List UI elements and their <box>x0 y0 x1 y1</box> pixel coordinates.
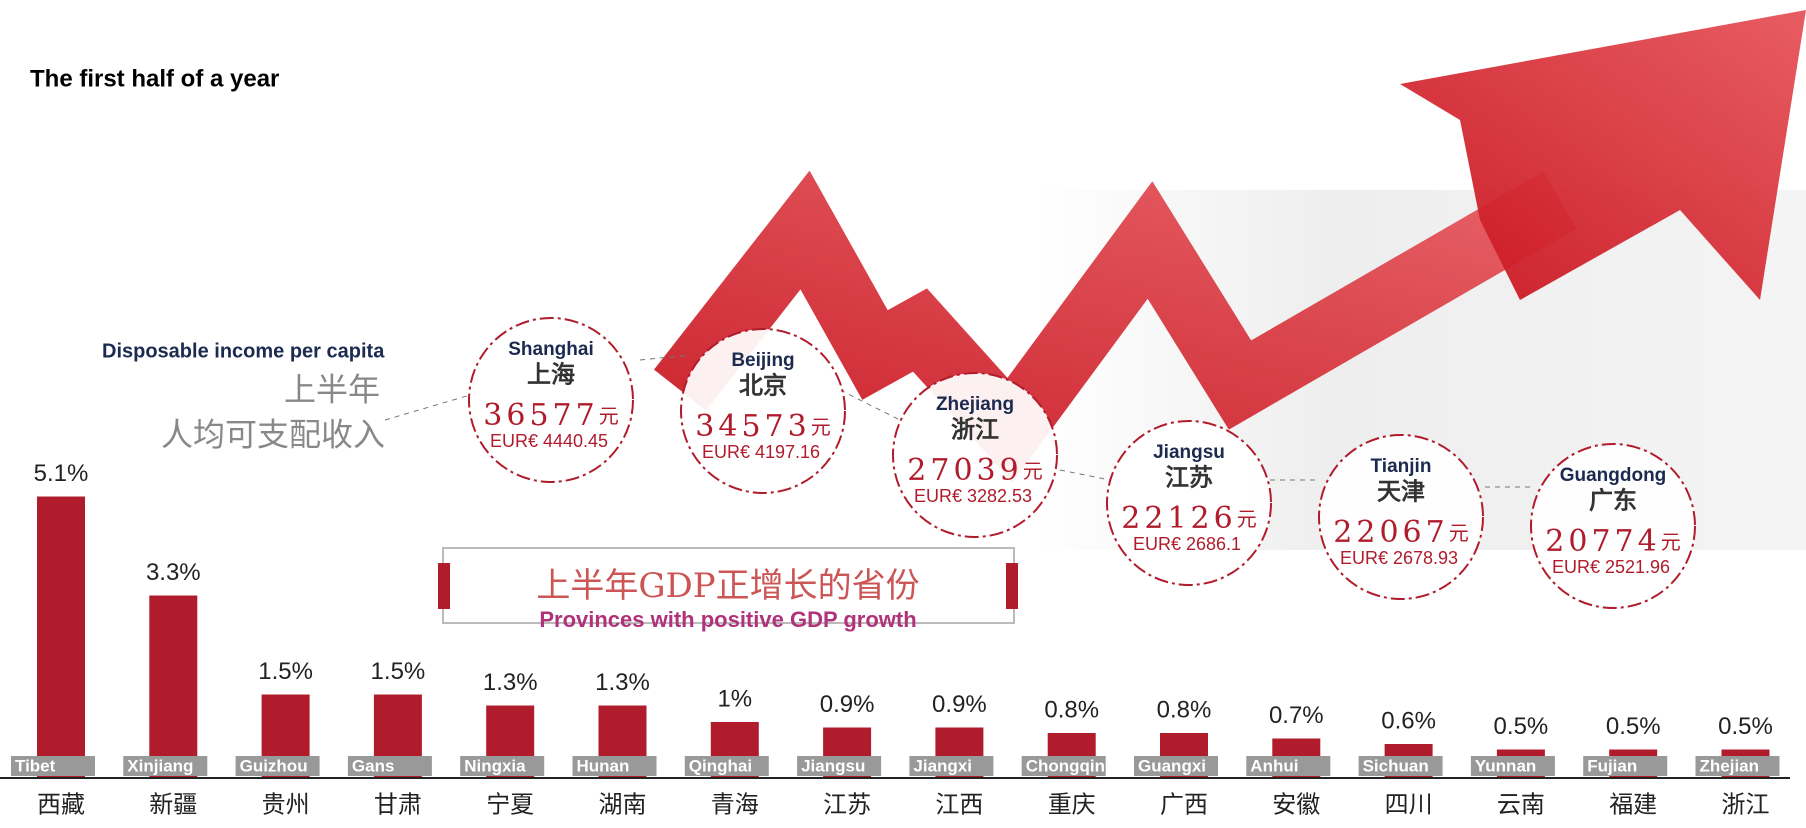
city-en: Zhejiang <box>936 394 1014 415</box>
tag: Chongqing <box>1026 756 1116 775</box>
value-label: 0.5% <box>1718 713 1773 740</box>
x-tick-label: 四川 <box>1385 791 1433 818</box>
city-cn: 北京 <box>739 371 787 399</box>
value-label: 1.3% <box>595 669 650 696</box>
x-tick-label: 湖南 <box>599 791 647 818</box>
income-value: 34573 <box>695 409 810 444</box>
value-label: 0.6% <box>1381 707 1436 734</box>
city-en: Shanghai <box>508 339 594 360</box>
city-eur: EUR€ 3282.53 <box>914 486 1032 506</box>
value-label: 0.8% <box>1157 696 1212 723</box>
city-en: Jiangsu <box>1153 442 1225 463</box>
bar <box>149 596 197 778</box>
tag: Qinghai <box>689 756 752 775</box>
tag: Yunnan <box>1475 756 1536 775</box>
x-tick-label: 云南 <box>1497 791 1545 818</box>
city-en: Guangdong <box>1560 465 1667 486</box>
x-tick-label: 安徽 <box>1272 791 1320 818</box>
city-cn: 浙江 <box>951 416 999 443</box>
income-unit: 元 <box>811 415 831 439</box>
city-eur: EUR€ 2678.93 <box>1340 548 1458 568</box>
city-eur: EUR€ 2686.1 <box>1133 534 1241 554</box>
value-label: 1.5% <box>371 658 426 685</box>
city-cn: 广东 <box>1589 486 1637 514</box>
tag: Sichuan <box>1363 756 1429 775</box>
tag: Ningxia <box>464 756 526 775</box>
tag: Guangxi <box>1138 756 1206 775</box>
x-tick-label: 浙江 <box>1722 791 1770 818</box>
city-income: 34573元 <box>695 409 830 444</box>
city-income: 20774元 <box>1545 524 1680 559</box>
tag: Gans <box>352 756 395 775</box>
value-label: 0.9% <box>932 691 987 718</box>
x-tick-label: 江西 <box>935 791 983 818</box>
box-accent <box>438 563 450 609</box>
income-unit: 元 <box>1661 530 1681 554</box>
income-heading: Disposable income per capita <box>102 340 385 362</box>
value-label: 3.3% <box>146 559 201 586</box>
income-unit: 元 <box>1237 507 1257 531</box>
box-accent <box>1006 563 1018 609</box>
city-cn: 天津 <box>1377 478 1425 505</box>
x-tick-label: 甘肃 <box>374 791 422 818</box>
x-tick-label: 广西 <box>1160 791 1208 818</box>
income-value: 36577 <box>483 398 598 433</box>
value-label: 1% <box>717 685 752 712</box>
tag: Guizhou <box>240 756 308 775</box>
city-en: Tianjin <box>1371 456 1432 477</box>
value-label: 0.5% <box>1494 713 1549 740</box>
tag: Jiangxi <box>913 756 972 775</box>
x-tick-label: 青海 <box>711 791 759 818</box>
tag: Anhui <box>1250 756 1298 775</box>
city-eur: EUR€ 4197.16 <box>702 442 820 462</box>
x-tick-label: 重庆 <box>1048 791 1096 818</box>
tag: Fujian <box>1587 756 1637 775</box>
city-cn: 上海 <box>527 360 575 388</box>
x-tick-label: 贵州 <box>262 791 310 818</box>
value-label: 0.7% <box>1269 702 1324 729</box>
tag: Hunan <box>577 756 630 775</box>
income-value: 22126 <box>1121 501 1236 536</box>
city-income: 22126元 <box>1121 501 1256 536</box>
x-tick-label: 江苏 <box>823 791 871 818</box>
x-tick-label: 宁夏 <box>486 791 534 818</box>
city-eur: EUR€ 2521.96 <box>1552 557 1670 577</box>
income-value: 20774 <box>1545 524 1660 559</box>
x-tick-label: 新疆 <box>149 791 197 818</box>
page: {"title":"The first half of a year", "in… <box>0 0 1806 823</box>
tag: Zhejian <box>1700 756 1760 775</box>
income-unit: 元 <box>599 404 619 428</box>
x-tick-label: 西藏 <box>37 791 85 818</box>
income-unit: 元 <box>1023 459 1043 483</box>
value-label: 0.5% <box>1606 713 1661 740</box>
chart-title: 上半年GDP正增长的省份 <box>536 566 919 606</box>
infographic: The first half of a year Disposable inco… <box>0 0 1806 823</box>
value-label: 1.5% <box>258 658 313 685</box>
city-en: Beijing <box>731 350 794 371</box>
city-income: 36577元 <box>483 398 618 433</box>
city-income: 22067元 <box>1333 515 1468 550</box>
title: The first half of a year <box>30 65 279 92</box>
income-heading-cn: 人均可支配收入 <box>161 416 385 454</box>
value-label: 0.8% <box>1044 696 1099 723</box>
city-eur: EUR€ 4440.45 <box>490 431 608 451</box>
tag: Xinjiang <box>127 756 193 775</box>
chart-subtitle: Provinces with positive GDP growth <box>539 607 916 632</box>
value-label: 0.9% <box>820 691 875 718</box>
tag: Jiangsu <box>801 756 865 775</box>
income-value: 27039 <box>907 453 1022 488</box>
value-label: 1.3% <box>483 669 538 696</box>
bar <box>37 497 85 778</box>
income-unit: 元 <box>1449 521 1469 545</box>
tag: Tibet <box>15 756 56 775</box>
income-heading-cn: 上半年 <box>284 371 380 409</box>
x-tick-label: 福建 <box>1609 791 1657 818</box>
city-income: 27039元 <box>907 453 1042 488</box>
income-value: 22067 <box>1333 515 1448 550</box>
city-cn: 江苏 <box>1165 464 1213 491</box>
value-label: 5.1% <box>34 460 89 487</box>
